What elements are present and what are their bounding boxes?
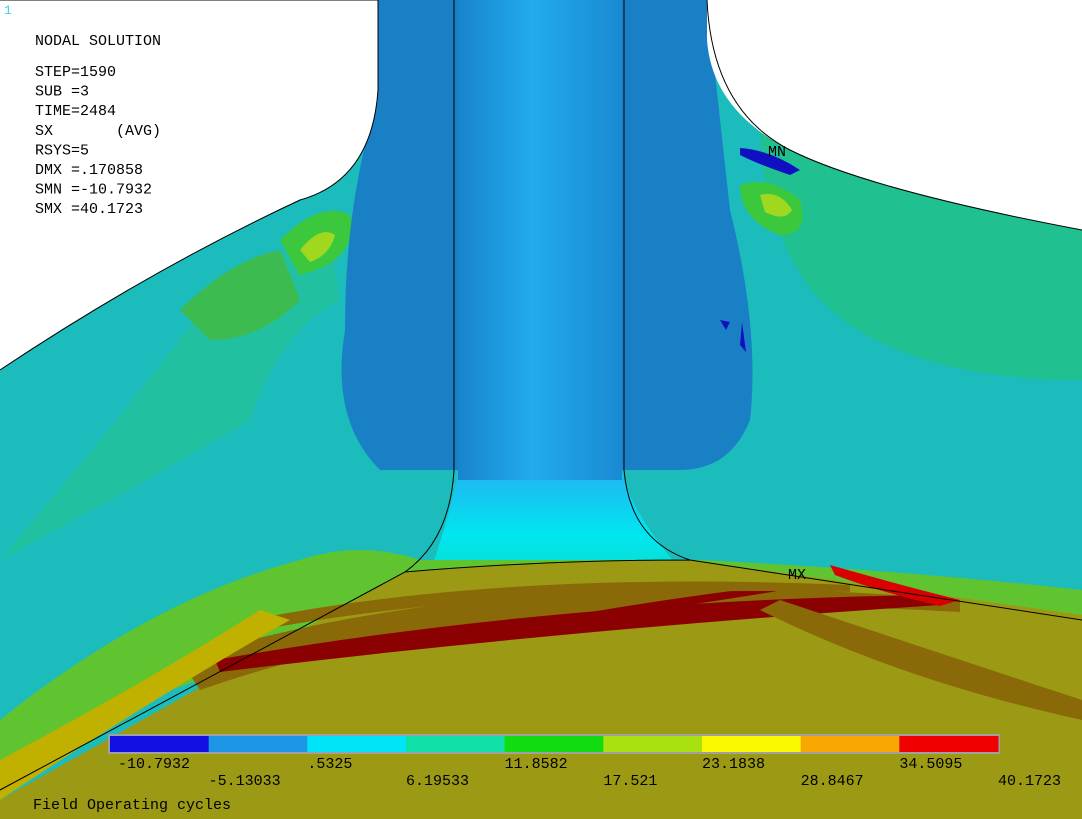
legend-label: 17.521 [603,773,657,790]
info-line: TIME=2484 [35,103,116,120]
info-line: DMX =.170858 [35,162,143,179]
legend-swatch [406,736,505,752]
info-line: RSYS=5 [35,142,89,159]
info-line: SX (AVG) [35,123,161,140]
info-title: NODAL SOLUTION [35,33,161,50]
legend-swatch [209,736,308,752]
legend-label: 11.8582 [505,756,568,773]
model-contours [0,0,1082,819]
window-number: 1 [4,3,12,18]
info-line: STEP=1590 [35,64,116,81]
legend-swatch [899,736,998,752]
legend-swatch [603,736,702,752]
legend-label: -5.13033 [209,773,281,790]
max-marker: MX [788,567,806,584]
legend-label: 28.8467 [801,773,864,790]
info-line: SUB =3 [35,84,89,101]
legend-swatch [505,736,604,752]
min-marker: MN [768,144,786,161]
legend-swatch [702,736,801,752]
info-line: SMN =-10.7932 [35,182,152,199]
legend-label: 34.5095 [899,756,962,773]
legend-label: 6.19533 [406,773,469,790]
legend-swatch [801,736,900,752]
legend-label: .5325 [307,756,352,773]
info-line: SMX =40.1723 [35,201,143,218]
contour-plot-window: 1 NODAL SOLUTION STEP=1590 SUB =3 TIME=248… [0,0,1082,819]
legend-swatch [110,736,209,752]
legend-swatch [307,736,406,752]
legend-label: -10.7932 [118,756,190,773]
caption: Field Operating cycles [33,797,231,814]
legend-label: 40.1723 [998,773,1061,790]
legend-label: 23.1838 [702,756,765,773]
